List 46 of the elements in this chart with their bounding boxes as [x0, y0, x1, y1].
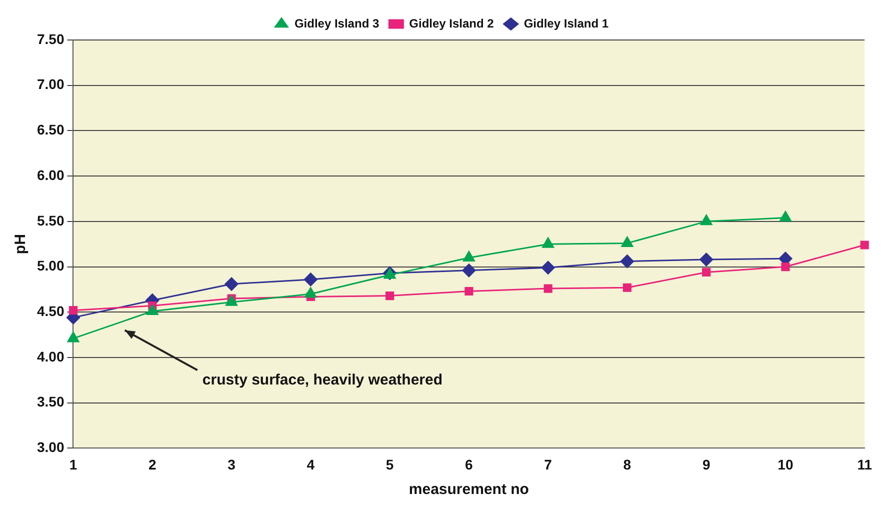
- y-tick-label: 3.00: [37, 439, 64, 456]
- x-tick-label: 1: [69, 456, 78, 472]
- y-tick-label: 5.50: [37, 212, 64, 228]
- point: [620, 254, 634, 268]
- point: [702, 268, 711, 277]
- point: [860, 240, 869, 250]
- point: [780, 211, 792, 222]
- y-tick-label: 4.50: [37, 302, 64, 319]
- x-tick-label: 9: [702, 456, 710, 472]
- x-tick-label: 8: [623, 456, 632, 472]
- point: [462, 264, 476, 278]
- x-tick-label: 7: [544, 456, 552, 472]
- point: [781, 262, 790, 272]
- point: [462, 250, 475, 262]
- point: [386, 292, 394, 300]
- legend-label: Gidley Island 2: [409, 16, 494, 30]
- legend-label: Gidley Island 3: [294, 16, 380, 30]
- x-tick-label: 2: [148, 456, 156, 472]
- y-tick-label: 6.50: [37, 122, 64, 138]
- point: [304, 287, 317, 298]
- x-tick-label: 11: [857, 456, 872, 472]
- point: [542, 237, 554, 248]
- y-tick-label: 4.00: [37, 348, 64, 364]
- legend-label: Gidley Island 1: [524, 16, 609, 30]
- point: [700, 252, 714, 266]
- point: [541, 260, 555, 274]
- point: [464, 286, 474, 296]
- y-tick-label: 7.00: [37, 76, 64, 92]
- annotation: crusty surface, heavily weathered: [202, 371, 443, 388]
- y-tick-label: 5.00: [37, 258, 64, 274]
- point: [224, 277, 238, 291]
- point: [304, 272, 318, 286]
- point: [544, 284, 552, 293]
- x-tick-label: 6: [465, 456, 474, 472]
- y-tick-label: 7.50: [37, 30, 64, 47]
- y-tick-label: 3.50: [37, 394, 64, 410]
- point: [622, 283, 632, 292]
- x-tick-label: 10: [778, 456, 794, 472]
- x-tick-label: 4: [306, 456, 315, 472]
- x-tick-label: 3: [228, 456, 236, 472]
- y-tick-label: 6.00: [37, 166, 64, 183]
- point: [621, 236, 634, 247]
- point: [700, 214, 712, 226]
- y-axis-title: pH: [12, 234, 30, 254]
- x-axis-title: measurement no: [408, 481, 529, 498]
- x-tick-label: 5: [386, 456, 394, 472]
